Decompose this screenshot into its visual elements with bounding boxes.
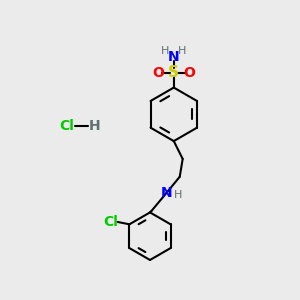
Text: H: H — [161, 46, 169, 56]
Text: Cl: Cl — [59, 119, 74, 133]
Text: O: O — [183, 66, 195, 80]
Text: H: H — [173, 190, 182, 200]
Text: N: N — [168, 50, 180, 64]
Text: H: H — [89, 119, 101, 133]
Text: O: O — [152, 66, 164, 80]
Text: H: H — [178, 46, 186, 56]
Text: Cl: Cl — [103, 215, 118, 229]
Text: S: S — [168, 65, 179, 80]
Text: N: N — [160, 186, 172, 200]
